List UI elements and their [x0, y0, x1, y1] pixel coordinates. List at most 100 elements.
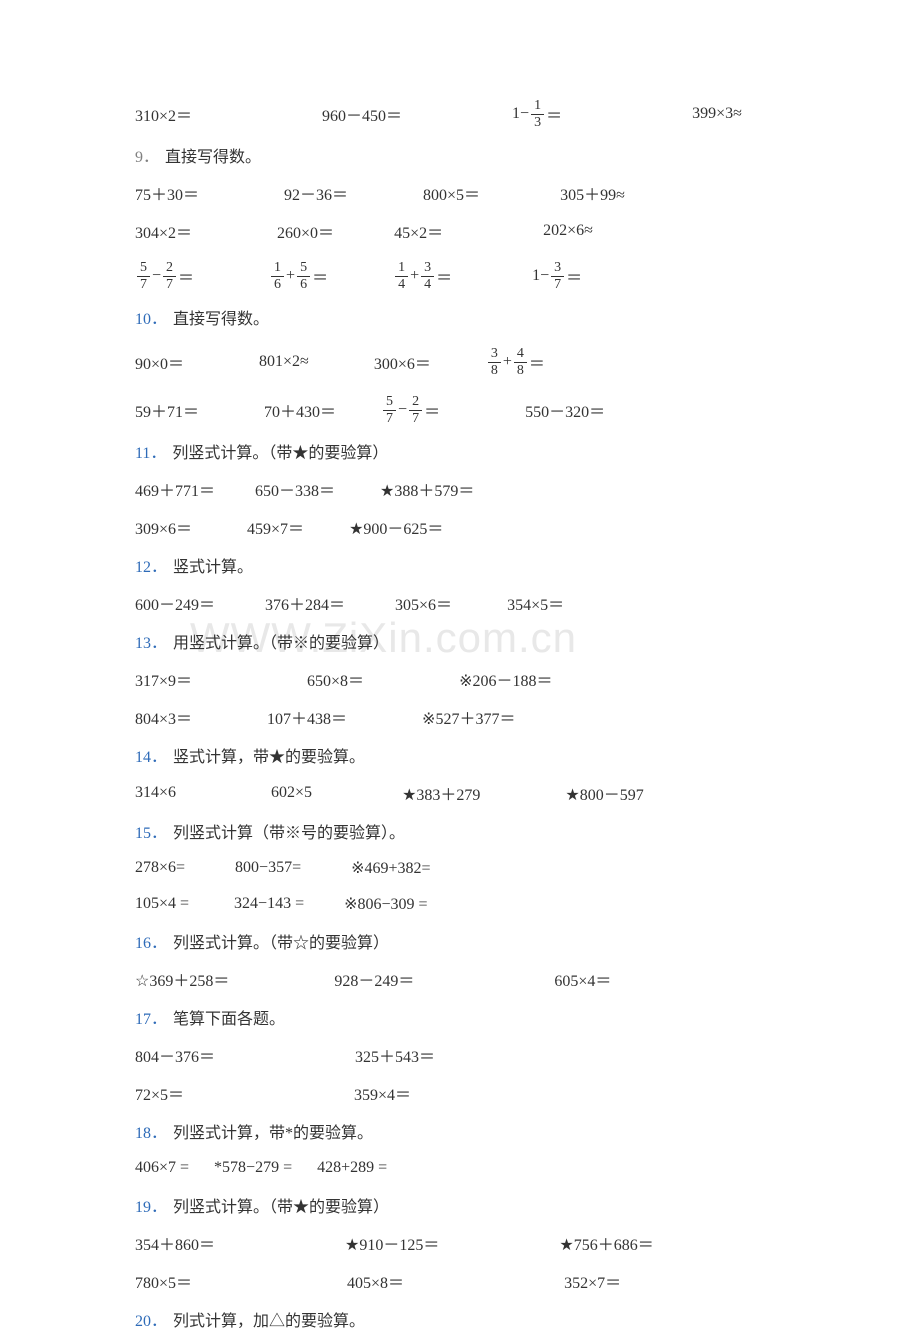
q13r2-c: ※527＋377＝: [422, 705, 515, 729]
q9r1-d: 305＋99≈: [560, 181, 625, 205]
q11-text: 列竖式计算。（带★的要验算）: [172, 439, 388, 463]
eq: ＝: [546, 102, 562, 126]
q19-heading: 19． 列竖式计算。（带★的要验算）: [135, 1193, 790, 1217]
q16-text: 列竖式计算。（带☆的要验算）: [173, 929, 389, 953]
q14r1-a: 314×6: [135, 784, 176, 802]
q15-text: 列竖式计算（带※号的要验算）。: [173, 819, 405, 843]
q18-number: 18．: [135, 1119, 167, 1143]
frac-5-6: 56: [297, 261, 310, 292]
q19-text: 列竖式计算。（带★的要验算）: [173, 1193, 389, 1217]
q15r2-b: 324−143 =: [234, 895, 304, 913]
expr-1-1over3: 1 − 1 3 ＝: [512, 99, 562, 130]
q15r1-b: 800−357=: [235, 859, 301, 877]
q11r1-b: 650－338＝: [255, 477, 335, 501]
q12r1-c: 305×6＝: [395, 591, 452, 615]
q17-text: 笔算下面各题。: [173, 1005, 285, 1029]
q16-number: 16．: [135, 929, 167, 953]
q20-number: 20．: [135, 1307, 167, 1331]
frac-3-8: 38: [488, 347, 501, 378]
den-3: 3: [531, 114, 544, 130]
row-orphan: 310×2＝ 960－450＝ 1 − 1 3 ＝ 399×3≈: [135, 95, 790, 133]
q15-row1: 278×6= 800−357= ※469+382=: [135, 857, 790, 879]
q16r1-b: 928－249＝: [334, 967, 414, 991]
q11r2-c: ★900－625＝: [349, 515, 443, 539]
q11-heading: 11． 列竖式计算。（带★的要验算）: [135, 439, 790, 463]
frac-2-7b: 27: [409, 395, 422, 426]
q14r1-c: ★383＋279: [402, 781, 480, 805]
lit-1: 1: [512, 105, 520, 123]
q11r2-a: 309×6＝: [135, 515, 192, 539]
q16-heading: 16． 列竖式计算。（带☆的要验算）: [135, 929, 790, 953]
frac-5-7b: 57: [383, 395, 396, 426]
q9r2-d: 202×6≈: [543, 222, 593, 240]
q15-row2: 105×4 = 324−143 = ※806−309 =: [135, 893, 790, 915]
q9-row2: 304×2＝ 260×0＝ 45×2＝ 202×6≈: [135, 219, 790, 243]
q9-heading: 9． 直接写得数。: [135, 143, 790, 167]
q19r2-b: 405×8＝: [347, 1269, 404, 1293]
q20-text: 列式计算，加△的要验算。: [173, 1307, 365, 1331]
q19r2-a: 780×5＝: [135, 1269, 192, 1293]
q17-number: 17．: [135, 1005, 167, 1029]
q10-row2: 59＋71＝ 70＋430＝ 57 − 27 ＝ 550－320＝: [135, 391, 790, 429]
q10-heading: 10． 直接写得数。: [135, 305, 790, 329]
q12-number: 12．: [135, 553, 167, 577]
q13r1-a: 317×9＝: [135, 667, 192, 691]
q18r1-c: 428+289 =: [317, 1159, 387, 1177]
q9r2-a: 304×2＝: [135, 219, 192, 243]
q9-row3: 57 − 27 ＝ 16 + 56 ＝ 14 + 34 ＝ 1 − 37 ＝: [135, 257, 790, 295]
q15-number: 15．: [135, 819, 167, 843]
q9-row1: 75＋30＝ 92－36＝ 800×5＝ 305＋99≈: [135, 181, 790, 205]
q18r1-b: *578−279 =: [214, 1159, 292, 1177]
q16-row1: ☆369＋258＝ 928－249＝ 605×4＝: [135, 967, 790, 991]
q12-heading: 12． 竖式计算。: [135, 553, 790, 577]
q13r2-a: 804×3＝: [135, 705, 192, 729]
q14-heading: 14． 竖式计算，带★的要验算。: [135, 743, 790, 767]
q9r3-a: 57 − 27 ＝: [135, 261, 194, 292]
q17r2-b: 359×4＝: [354, 1081, 411, 1105]
q13-heading: 13． 用竖式计算。（带※的要验算）: [135, 629, 790, 653]
q12r1-b: 376＋284＝: [265, 591, 345, 615]
q9-text: 直接写得数。: [165, 143, 261, 167]
q17-row1: 804－376＝ 325＋543＝: [135, 1043, 790, 1067]
q9r3-b: 16 + 56 ＝: [269, 261, 328, 292]
q18r1-a: 406×7 =: [135, 1159, 189, 1177]
q15r2-c: ※806−309 =: [344, 894, 427, 914]
q17r1-b: 325＋543＝: [355, 1043, 435, 1067]
q10r2-b: 70＋430＝: [264, 398, 336, 422]
q10r1-a: 90×0＝: [135, 350, 184, 374]
expr-310x2: 310×2＝: [135, 102, 192, 126]
frac-3-4: 34: [421, 261, 434, 292]
q9r2-c: 45×2＝: [394, 219, 443, 243]
q11r2-b: 459×7＝: [247, 515, 304, 539]
frac-2-7: 27: [163, 261, 176, 292]
frac-3-7: 37: [551, 261, 564, 292]
q9r1-b: 92－36＝: [284, 181, 348, 205]
q13-row1: 317×9＝ 650×8＝ ※206－188＝: [135, 667, 790, 691]
q10-row1: 90×0＝ 801×2≈ 300×6＝ 38 + 48 ＝: [135, 343, 790, 381]
q10-number: 10．: [135, 305, 167, 329]
q14-row1: 314×6 602×5 ★383＋279 ★800－597: [135, 781, 790, 805]
q11-row1: 469＋771＝ 650－338＝ ★388＋579＝: [135, 477, 790, 501]
q13-row2: 804×3＝ 107＋438＝ ※527＋377＝: [135, 705, 790, 729]
frac-1-4: 14: [395, 261, 408, 292]
expr-960-450: 960－450＝: [322, 102, 402, 126]
q19-row1: 354＋860＝ ★910－125＝ ★756＋686＝: [135, 1231, 790, 1255]
q12r1-d: 354×5＝: [507, 591, 564, 615]
q9-number: 9．: [135, 143, 159, 167]
q9r2-b: 260×0＝: [277, 219, 334, 243]
q20-heading: 20． 列式计算，加△的要验算。: [135, 1307, 790, 1331]
frac-1-3: 1 3: [531, 99, 544, 130]
q15r1-c: ※469+382=: [351, 858, 430, 878]
q15r1-a: 278×6=: [135, 859, 185, 877]
num-1: 1: [531, 99, 544, 114]
frac-1-6: 16: [271, 261, 284, 292]
q19r1-b: ★910－125＝: [345, 1231, 439, 1255]
page-content: 310×2＝ 960－450＝ 1 − 1 3 ＝ 399×3≈ 9． 直接写得…: [135, 95, 790, 1331]
q10r2-a: 59＋71＝: [135, 398, 199, 422]
q14-number: 14．: [135, 743, 167, 767]
q10-text: 直接写得数。: [173, 305, 269, 329]
q17r1-a: 804－376＝: [135, 1043, 215, 1067]
q13r2-b: 107＋438＝: [267, 705, 347, 729]
q9r3-c: 14 + 34 ＝: [393, 261, 452, 292]
frac-4-8: 48: [514, 347, 527, 378]
